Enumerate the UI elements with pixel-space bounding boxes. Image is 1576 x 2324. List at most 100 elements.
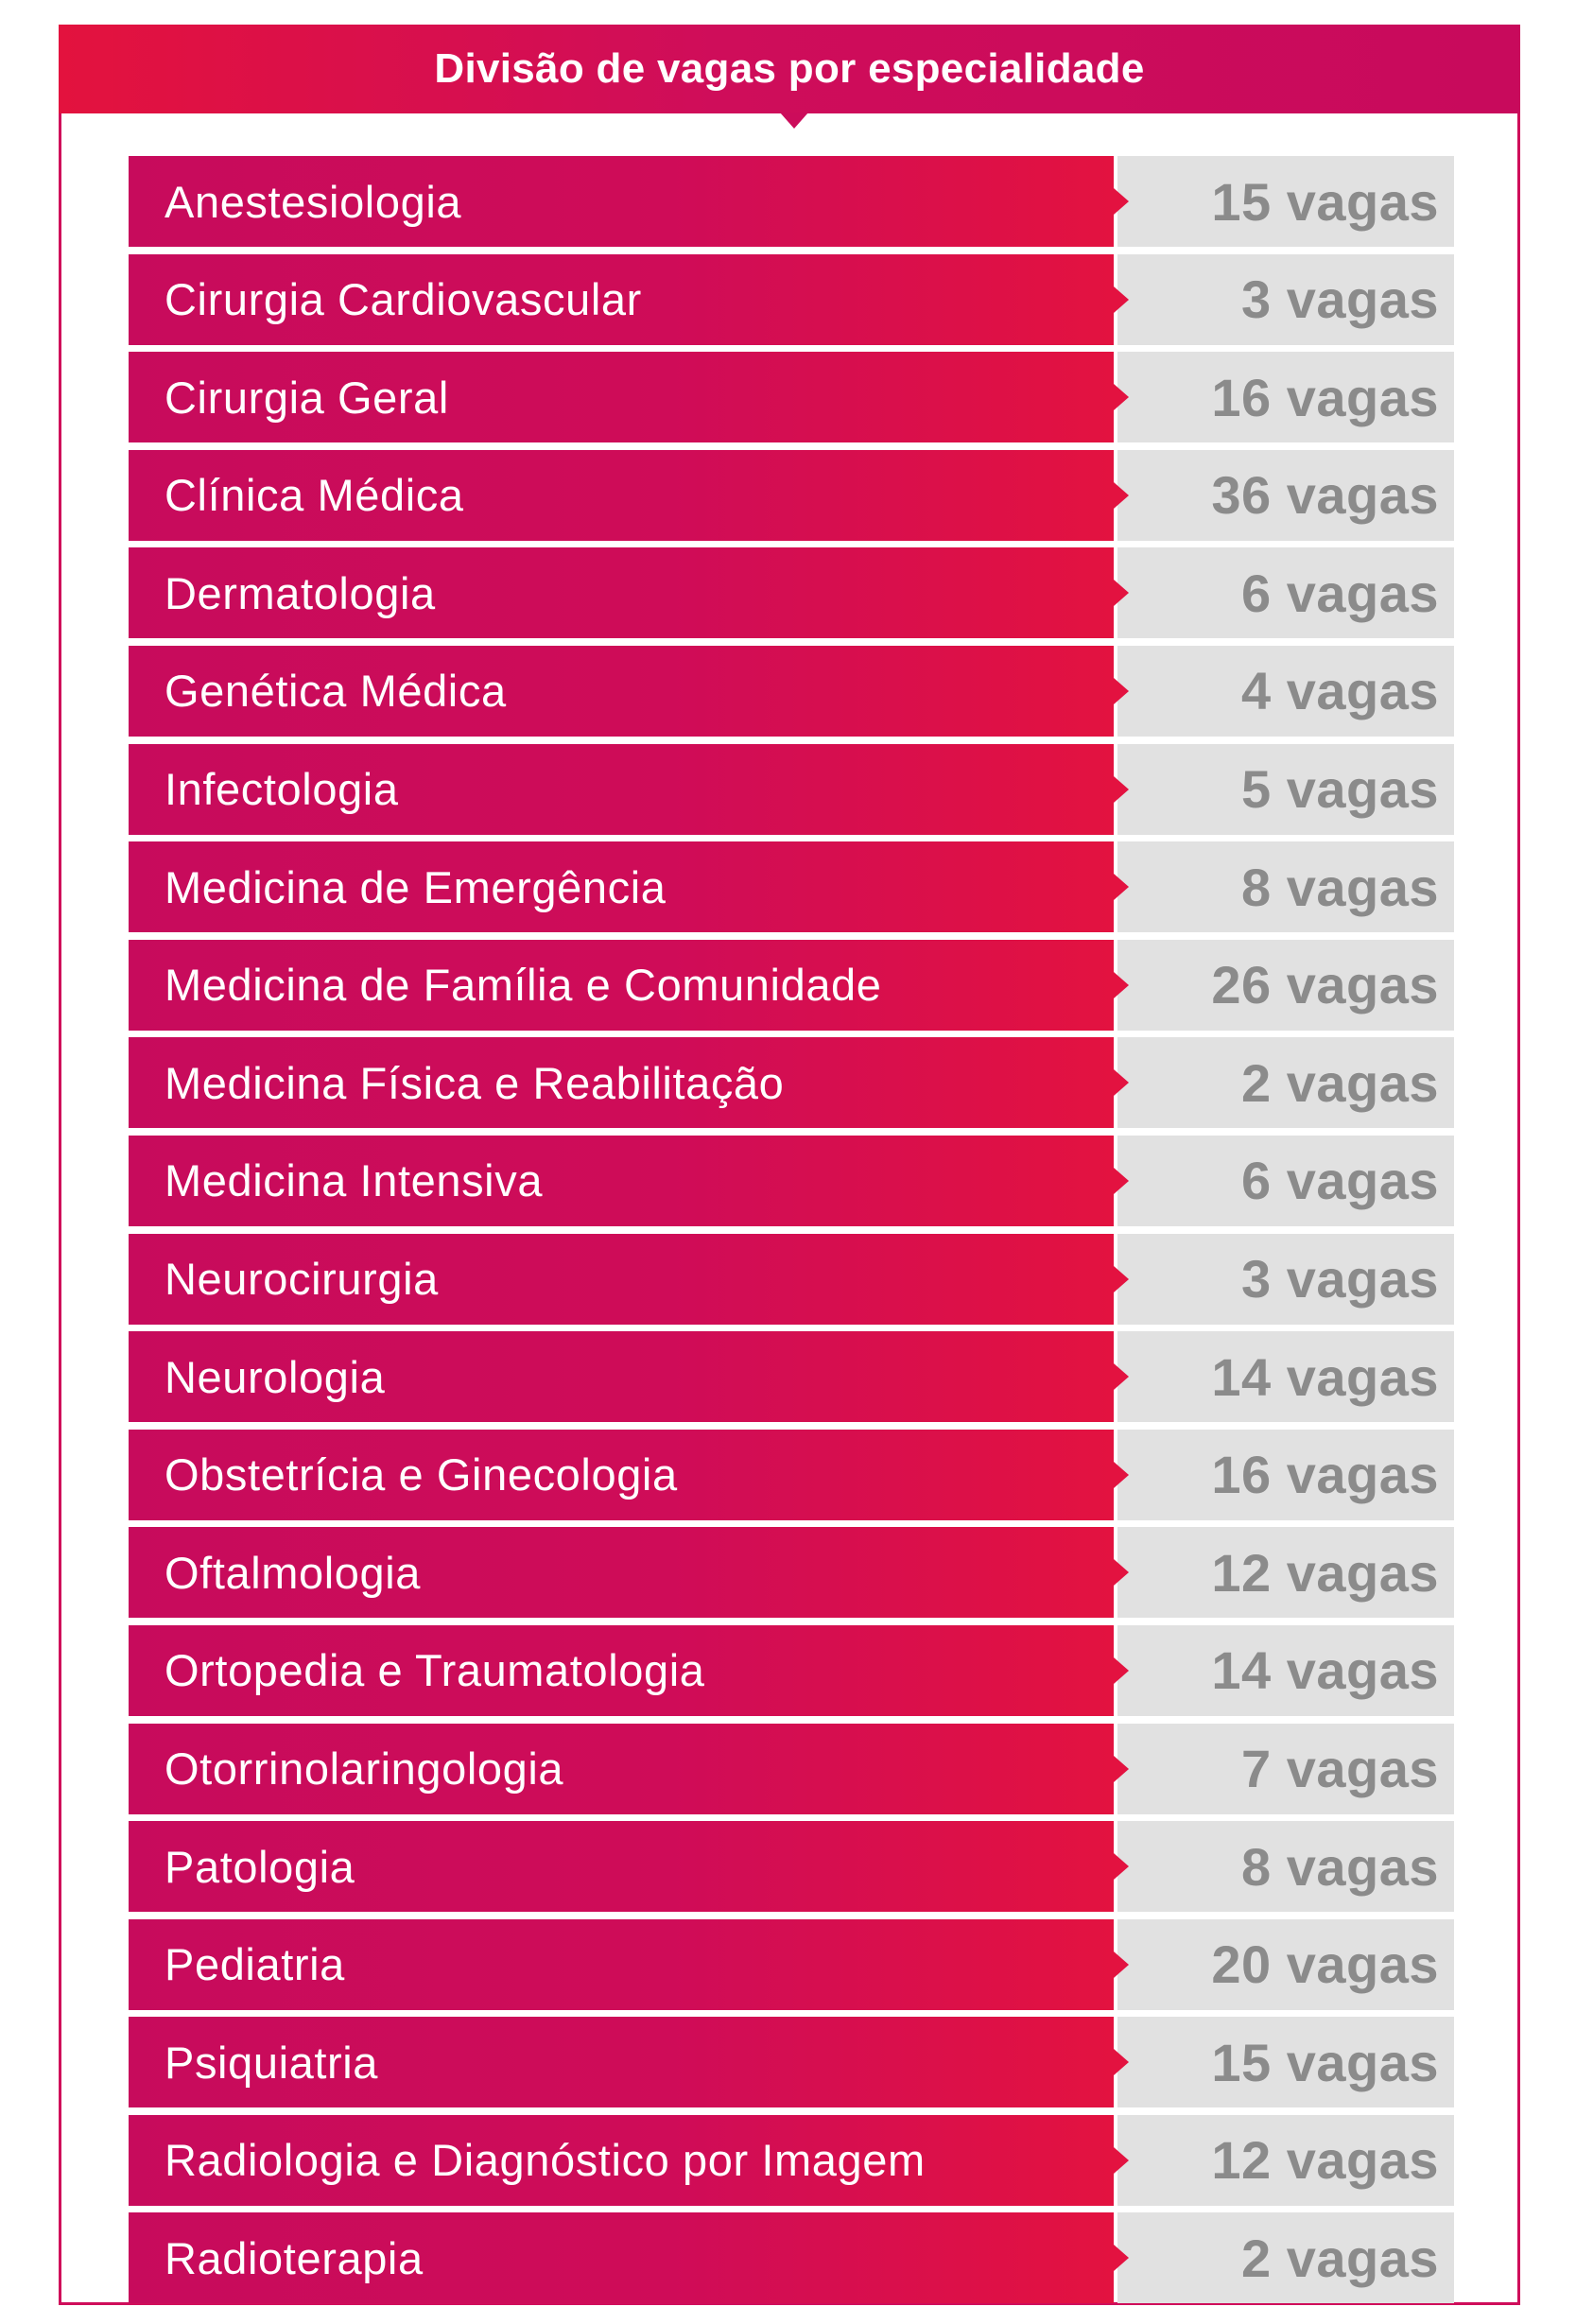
specialty-cell: Psiquiatria <box>129 2017 1129 2108</box>
table-header: Divisão de vagas por especialidade <box>59 25 1520 113</box>
list-item: Medicina de Emergência 8 vagas <box>129 841 1454 933</box>
specialty-name: Radiologia e Diagnóstico por Imagem <box>165 2135 926 2186</box>
specialty-cell: Neurocirurgia <box>129 1233 1129 1325</box>
vagas-count: 36 vagas <box>1211 465 1439 526</box>
specialty-cell: Obstetrícia e Ginecologia <box>129 1429 1129 1520</box>
specialty-name: Clínica Médica <box>165 470 464 521</box>
specialty-cell: Radioterapia <box>129 2212 1129 2304</box>
specialty-name: Neurocirurgia <box>165 1254 439 1305</box>
list-item: Ortopedia e Traumatologia 14 vagas <box>129 1624 1454 1716</box>
list-item: Patologia 8 vagas <box>129 1821 1454 1913</box>
specialty-name: Cirurgia Geral <box>165 372 449 423</box>
list-item: Cirurgia Geral 16 vagas <box>129 352 1454 443</box>
list-item: Dermatologia 6 vagas <box>129 547 1454 639</box>
specialty-name: Dermatologia <box>165 567 436 618</box>
list-item: Medicina Intensiva 6 vagas <box>129 1135 1454 1226</box>
vagas-cell: 2 vagas <box>1117 2212 1454 2304</box>
vagas-count: 2 vagas <box>1241 2228 1439 2288</box>
specialty-name: Psiquiatria <box>165 2037 379 2088</box>
list-item: Otorrinolaringologia 7 vagas <box>129 1723 1454 1814</box>
vagas-count: 4 vagas <box>1241 661 1439 721</box>
vagas-count: 12 vagas <box>1211 2130 1439 2191</box>
vagas-count: 14 vagas <box>1211 1640 1439 1701</box>
vagas-cell: 5 vagas <box>1117 743 1454 835</box>
vagas-cell: 4 vagas <box>1117 645 1454 737</box>
specialty-name: Otorrinolaringologia <box>165 1743 564 1794</box>
vagas-count: 6 vagas <box>1241 563 1439 623</box>
specialty-name: Neurologia <box>165 1351 386 1402</box>
vagas-count: 8 vagas <box>1241 857 1439 917</box>
specialty-name: Ortopedia e Traumatologia <box>165 1645 705 1696</box>
specialty-name: Medicina Física e Reabilitação <box>165 1057 785 1108</box>
specialty-cell: Infectologia <box>129 743 1129 835</box>
specialty-list: Anestesiologia 15 vagas Cirurgia Cardiov… <box>129 156 1454 2311</box>
specialty-cell: Oftalmologia <box>129 1527 1129 1619</box>
vagas-count: 26 vagas <box>1211 955 1439 1015</box>
table-frame <box>59 25 1520 2305</box>
vagas-cell: 3 vagas <box>1117 1233 1454 1325</box>
specialty-cell: Medicina Física e Reabilitação <box>129 1037 1129 1129</box>
vagas-count: 14 vagas <box>1211 1346 1439 1407</box>
list-item: Psiquiatria 15 vagas <box>129 2017 1454 2108</box>
specialty-cell: Radiologia e Diagnóstico por Imagem <box>129 2114 1129 2206</box>
specialty-cell: Genética Médica <box>129 645 1129 737</box>
specialty-cell: Clínica Médica <box>129 449 1129 541</box>
vagas-count: 3 vagas <box>1241 1249 1439 1309</box>
vagas-cell: 6 vagas <box>1117 547 1454 639</box>
specialty-name: Pediatria <box>165 1939 345 1990</box>
vagas-count: 3 vagas <box>1241 269 1439 330</box>
vagas-count: 5 vagas <box>1241 759 1439 820</box>
list-item: Genética Médica 4 vagas <box>129 645 1454 737</box>
vagas-cell: 20 vagas <box>1117 1918 1454 2010</box>
list-item: Medicina de Família e Comunidade 26 vaga… <box>129 939 1454 1031</box>
vagas-cell: 14 vagas <box>1117 1624 1454 1716</box>
specialty-name: Cirurgia Cardiovascular <box>165 274 642 325</box>
specialty-name: Oftalmologia <box>165 1547 422 1598</box>
vagas-cell: 12 vagas <box>1117 1527 1454 1619</box>
list-item: Radioterapia 2 vagas <box>129 2212 1454 2304</box>
list-item: Neurocirurgia 3 vagas <box>129 1233 1454 1325</box>
specialty-cell: Medicina de Família e Comunidade <box>129 939 1129 1031</box>
vagas-cell: 7 vagas <box>1117 1723 1454 1814</box>
list-item: Pediatria 20 vagas <box>129 1918 1454 2010</box>
vagas-count: 15 vagas <box>1211 171 1439 232</box>
specialty-name: Patologia <box>165 1841 355 1892</box>
specialty-cell: Otorrinolaringologia <box>129 1723 1129 1814</box>
specialty-cell: Medicina de Emergência <box>129 841 1129 933</box>
list-item: Neurologia 14 vagas <box>129 1331 1454 1423</box>
vagas-count: 16 vagas <box>1211 1445 1439 1505</box>
specialty-cell: Medicina Intensiva <box>129 1135 1129 1226</box>
vagas-cell: 8 vagas <box>1117 1821 1454 1913</box>
vagas-cell: 14 vagas <box>1117 1331 1454 1423</box>
vagas-cell: 15 vagas <box>1117 156 1454 247</box>
specialty-cell: Patologia <box>129 1821 1129 1913</box>
specialty-cell: Ortopedia e Traumatologia <box>129 1624 1129 1716</box>
specialty-cell: Dermatologia <box>129 547 1129 639</box>
list-item: Medicina Física e Reabilitação 2 vagas <box>129 1037 1454 1129</box>
list-item: Infectologia 5 vagas <box>129 743 1454 835</box>
vagas-cell: 3 vagas <box>1117 253 1454 345</box>
header-pointer-arrow <box>780 113 808 129</box>
specialty-cell: Cirurgia Cardiovascular <box>129 253 1129 345</box>
vagas-count: 15 vagas <box>1211 2032 1439 2092</box>
specialty-cell: Anestesiologia <box>129 156 1129 247</box>
specialty-name: Infectologia <box>165 764 399 815</box>
vagas-cell: 12 vagas <box>1117 2114 1454 2206</box>
vagas-count: 12 vagas <box>1211 1542 1439 1603</box>
specialty-name: Medicina de Emergência <box>165 861 667 912</box>
specialty-name: Anestesiologia <box>165 176 462 227</box>
list-item: Obstetrícia e Ginecologia 16 vagas <box>129 1429 1454 1520</box>
vagas-count: 8 vagas <box>1241 1836 1439 1897</box>
specialty-name: Medicina Intensiva <box>165 1155 544 1206</box>
vagas-cell: 26 vagas <box>1117 939 1454 1031</box>
vagas-cell: 16 vagas <box>1117 1429 1454 1520</box>
specialty-name: Obstetrícia e Ginecologia <box>165 1449 678 1500</box>
specialty-cell: Cirurgia Geral <box>129 352 1129 443</box>
table-title: Divisão de vagas por especialidade <box>434 45 1145 92</box>
vagas-count: 7 vagas <box>1241 1739 1439 1798</box>
vagas-cell: 2 vagas <box>1117 1037 1454 1129</box>
vagas-count: 20 vagas <box>1211 1934 1439 1995</box>
vagas-cell: 6 vagas <box>1117 1135 1454 1226</box>
vagas-count: 16 vagas <box>1211 367 1439 427</box>
list-item: Anestesiologia 15 vagas <box>129 156 1454 247</box>
